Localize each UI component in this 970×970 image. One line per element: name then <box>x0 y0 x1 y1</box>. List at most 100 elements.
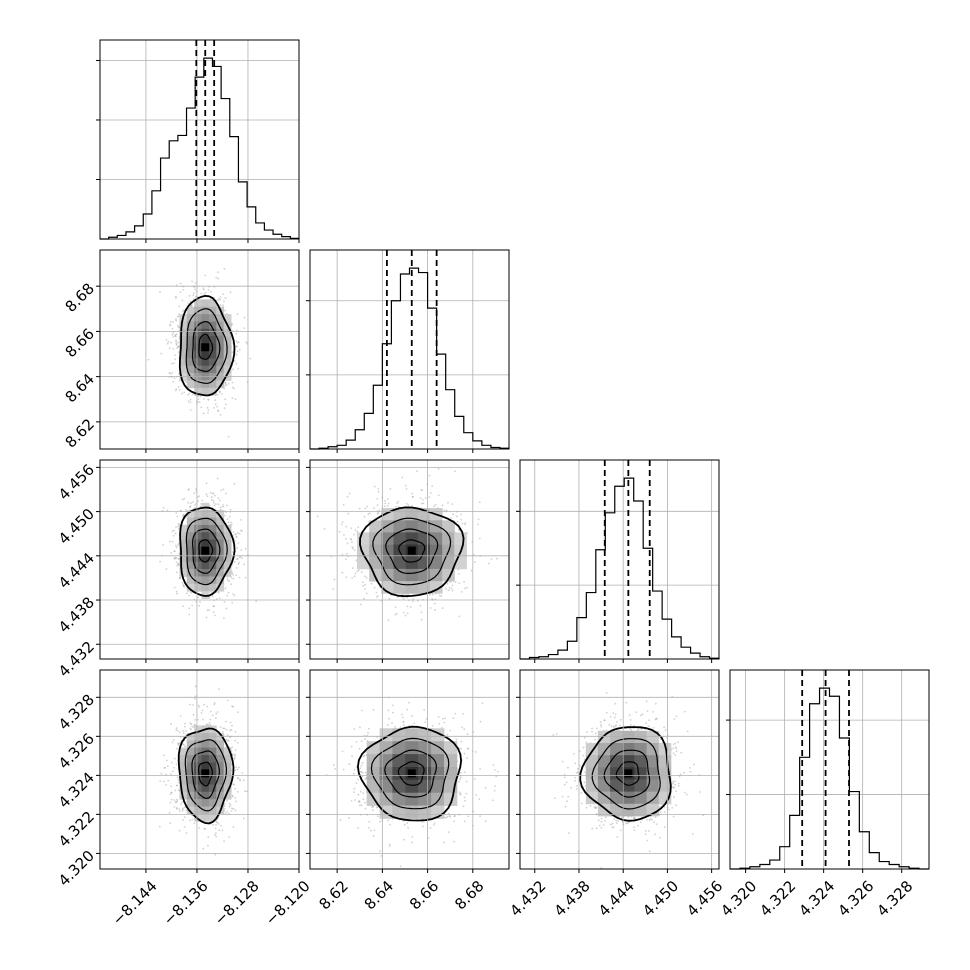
sample-point <box>216 821 219 824</box>
sample-point <box>348 492 351 495</box>
sample-point <box>373 507 375 510</box>
sample-point <box>176 564 179 567</box>
sample-point <box>225 746 228 748</box>
density-cell <box>201 532 210 540</box>
sample-point <box>232 705 235 708</box>
density-cell <box>208 299 217 308</box>
sample-point <box>443 509 446 512</box>
sample-point <box>188 294 191 297</box>
sample-point <box>187 489 190 491</box>
sample-point <box>178 313 180 315</box>
sample-point <box>190 305 192 307</box>
sample-point <box>362 585 365 587</box>
sample-point <box>237 368 240 370</box>
sample-point <box>177 562 180 565</box>
sample-point <box>416 470 418 472</box>
contour-level-0 <box>198 539 214 563</box>
sample-point <box>419 604 422 607</box>
density-cell <box>201 328 210 337</box>
sample-point <box>159 560 162 563</box>
sample-point <box>243 316 246 319</box>
density-cell <box>201 350 210 359</box>
sample-point <box>237 563 240 566</box>
sample-point <box>224 587 227 590</box>
sample-point <box>232 593 235 595</box>
sample-point <box>184 722 187 725</box>
sample-point <box>365 577 368 579</box>
density-cell <box>201 561 210 570</box>
sample-point <box>346 542 349 545</box>
density-cell <box>369 520 382 533</box>
sample-point <box>464 522 467 524</box>
histogram-step <box>100 57 300 240</box>
sample-point <box>389 488 392 490</box>
sample-point <box>345 525 348 528</box>
sample-point <box>451 589 454 592</box>
density-cell <box>381 556 394 570</box>
sample-point <box>227 383 230 385</box>
sample-point <box>171 372 174 374</box>
sample-point <box>363 515 366 518</box>
density-cell <box>405 568 419 582</box>
sample-point <box>223 407 226 409</box>
sample-point <box>406 596 409 599</box>
sample-point <box>212 605 215 608</box>
sample-point <box>235 536 238 539</box>
sample-point <box>437 468 440 470</box>
sample-point <box>175 342 178 345</box>
sample-point <box>422 498 424 501</box>
sample-point <box>226 739 229 742</box>
sample-point <box>181 299 184 302</box>
density-cell <box>186 576 195 585</box>
sample-point <box>183 237 185 239</box>
sample-point <box>233 387 235 390</box>
sample-point <box>175 295 177 298</box>
sample-point <box>177 346 180 348</box>
sample-point <box>174 335 177 337</box>
sample-point <box>166 342 169 345</box>
sample-point <box>195 295 197 298</box>
sample-point <box>212 611 215 613</box>
sample-point <box>224 492 227 495</box>
contour-outer <box>178 294 236 397</box>
density-cell <box>186 524 195 533</box>
sample-point <box>239 556 242 558</box>
density-cell <box>179 569 188 577</box>
sample-point <box>209 491 212 494</box>
sample-point <box>200 292 203 295</box>
sample-point <box>172 348 175 350</box>
sample-point <box>191 280 194 283</box>
sample-point <box>168 811 171 814</box>
density-panel-2-0 <box>96 459 300 663</box>
density-cell <box>186 554 195 563</box>
sample-point <box>218 829 221 832</box>
sample-point <box>364 507 366 510</box>
sample-point <box>232 531 235 533</box>
sample-point <box>235 353 238 356</box>
contour-outer <box>359 506 465 598</box>
sample-point <box>167 340 170 343</box>
density-cell <box>208 328 217 337</box>
density-cell <box>186 321 195 330</box>
density-cell <box>223 314 232 322</box>
sample-point <box>376 498 379 500</box>
histogram-panel-2 <box>516 459 720 663</box>
sample-point <box>217 410 220 413</box>
sample-point <box>179 291 182 293</box>
histogram-panel-0 <box>96 39 300 243</box>
sample-point <box>419 497 422 500</box>
density-cell <box>179 539 188 548</box>
sample-point <box>189 300 192 303</box>
sample-point <box>350 527 353 529</box>
sample-point <box>378 509 381 512</box>
density-cell <box>442 532 455 545</box>
sample-point <box>421 489 424 492</box>
sample-point <box>183 391 186 394</box>
sample-point <box>183 585 185 588</box>
sample-point <box>245 341 248 344</box>
density-cell <box>194 328 202 337</box>
sample-point <box>187 302 190 305</box>
sample-point <box>243 563 246 566</box>
sample-point <box>171 333 174 336</box>
sample-point <box>488 562 490 565</box>
